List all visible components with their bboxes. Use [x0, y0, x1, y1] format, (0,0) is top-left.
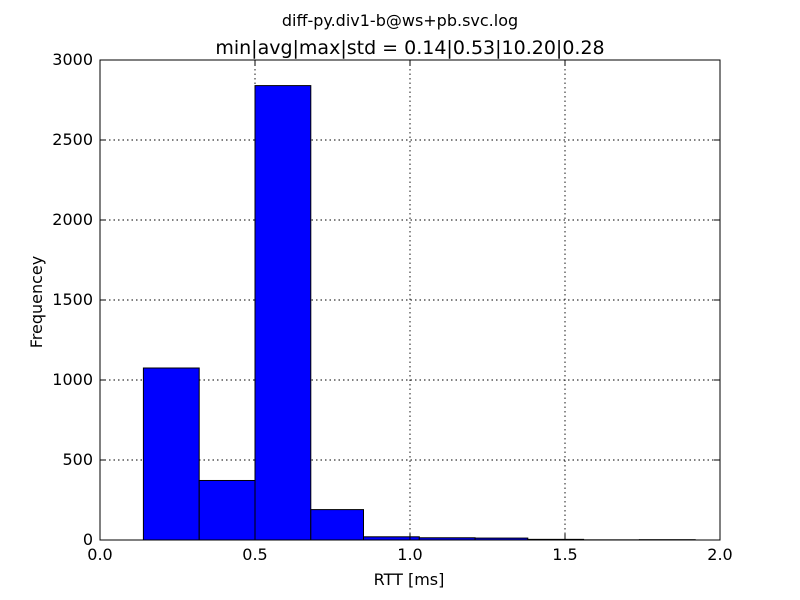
y-tick-label: 3000 [52, 50, 93, 69]
x-tick-label: 1.0 [397, 545, 422, 564]
y-tick-label: 0 [83, 530, 93, 549]
histogram-bar [142, 367, 200, 541]
histogram-bar [310, 509, 364, 541]
y-tick-label: 2000 [52, 210, 93, 229]
y-tick-label: 1500 [52, 290, 93, 309]
y-tick-label: 500 [62, 450, 93, 469]
histogram-bar [254, 85, 312, 541]
axis-ticks [99, 59, 721, 541]
chart-title: min|avg|max|std = 0.14|0.53|10.20|0.28 [215, 37, 604, 59]
y-tick-label: 2500 [52, 130, 93, 149]
histogram-bars [142, 85, 696, 541]
x-tick-label: 0.0 [87, 545, 112, 564]
chart-suptitle: diff-py.div1-b@ws+pb.svc.log [282, 11, 518, 30]
x-tick-label: 0.5 [242, 545, 267, 564]
histogram-bar [198, 479, 256, 541]
y-tick-label: 1000 [52, 370, 93, 389]
x-tick-label: 1.5 [552, 545, 577, 564]
x-tick-label: 2.0 [707, 545, 732, 564]
y-tick-labels: 0 500 1000 1500 2000 2500 3000 [52, 50, 93, 549]
x-axis-label: RTT [ms] [374, 570, 445, 589]
y-axis-label: Frequencey [27, 256, 46, 349]
x-tick-labels: 0.0 0.5 1.0 1.5 2.0 [87, 545, 732, 564]
